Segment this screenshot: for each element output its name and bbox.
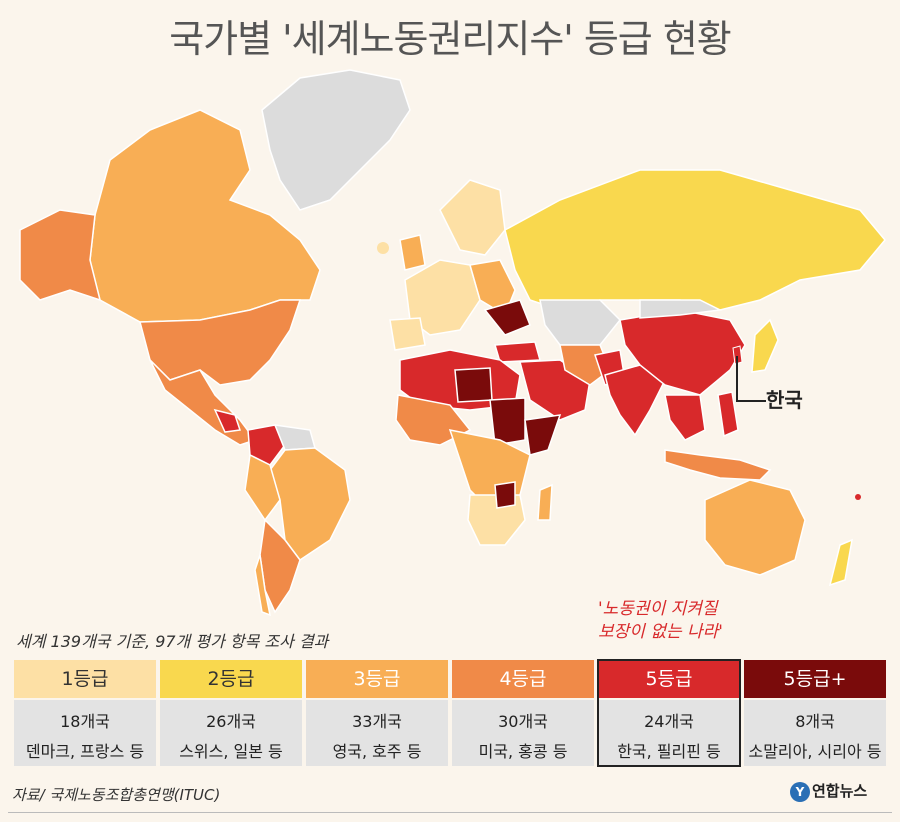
region-australia <box>704 479 806 576</box>
region-mongolia <box>639 299 723 319</box>
region-philippines <box>717 391 739 438</box>
grade-2-count: 26개국 <box>206 712 256 731</box>
region-colombia <box>247 424 286 466</box>
region-japan <box>751 318 779 373</box>
yonhap-mark-icon: Y <box>790 781 810 802</box>
region-new-zealand <box>828 538 853 587</box>
region-turkey <box>494 341 541 363</box>
region-chile <box>254 554 272 617</box>
grade-1-label: 1등급 <box>14 660 156 698</box>
region-central-asia <box>539 299 622 346</box>
grade-2-label: 2등급 <box>160 660 302 698</box>
region-iceland <box>377 242 389 254</box>
grade-1-examples: 덴마크, 프랑스 등 <box>25 742 145 761</box>
region-alaska <box>19 209 102 302</box>
region-iberia <box>389 317 426 351</box>
grade-4: 4등급 30개국 미국, 홍콩 등 <box>452 660 594 766</box>
region-canada <box>89 109 321 323</box>
region-libya <box>454 367 493 403</box>
grade-5plus-info: 8개국 소말리아, 시리아 등 <box>744 700 886 766</box>
region-peru <box>244 453 281 522</box>
region-sudan <box>489 397 526 446</box>
region-zimbabwe <box>494 481 516 509</box>
grade-5-examples: 한국, 필리핀 등 <box>617 742 721 761</box>
region-greenland <box>261 69 411 211</box>
grade-2-examples: 스위스, 일본 등 <box>179 742 283 761</box>
grade-3-info: 33개국 영국, 호주 등 <box>306 700 448 766</box>
grade-3-examples: 영국, 호주 등 <box>332 742 422 761</box>
callout-line2: 보장이 없는 나라' <box>598 622 723 642</box>
grade-2-info: 26개국 스위스, 일본 등 <box>160 700 302 766</box>
map-subtitle: 세계 139개국 기준, 97개 평가 항목 조사 결과 <box>16 632 329 651</box>
grade-5-count: 24개국 <box>644 712 694 731</box>
region-korea <box>732 345 743 365</box>
callout-line1: '노동권이 지켜질 <box>598 599 718 619</box>
grade-3-count: 33개국 <box>352 712 402 731</box>
region-russia <box>504 169 886 311</box>
grade-4-examples: 미국, 홍콩 등 <box>478 742 568 761</box>
korea-label: 한국 <box>766 388 803 412</box>
region-ukraine <box>483 299 531 336</box>
region-china <box>619 309 746 396</box>
grade-1-count: 18개국 <box>60 712 110 731</box>
callout: '노동권이 지켜질 보장이 없는 나라' <box>598 598 762 644</box>
grade-5: 5등급 24개국 한국, 필리핀 등 <box>597 659 741 767</box>
region-southern-africa <box>467 494 526 546</box>
grade-3: 3등급 33개국 영국, 호주 등 <box>306 660 448 766</box>
page-title: 국가별 '세계노동권리지수' 등급 현황 <box>169 17 732 61</box>
grade-5plus-count: 8개국 <box>795 712 835 731</box>
grade-1-info: 18개국 덴마크, 프랑스 등 <box>14 700 156 766</box>
grade-1: 1등급 18개국 덴마크, 프랑스 등 <box>14 660 156 766</box>
grade-5-info: 24개국 한국, 필리핀 등 <box>598 700 740 766</box>
bottom-rule <box>8 812 892 813</box>
grade-4-label: 4등급 <box>452 660 594 698</box>
grade-5plus-label: 5등급+ <box>744 660 886 698</box>
source-note: 자료/ 국제노동조합총연맹(ITUC) <box>12 786 221 804</box>
grade-5plus: 5등급+ 8개국 소말리아, 시리아 등 <box>744 660 886 766</box>
grade-4-info: 30개국 미국, 홍콩 등 <box>452 700 594 766</box>
korea-pointer <box>736 356 766 402</box>
world-map <box>19 69 886 617</box>
region-guatemala <box>213 408 241 433</box>
region-horn-africa <box>524 414 562 456</box>
yonhap-logo: Y 연합뉴스 <box>790 780 867 802</box>
grade-2: 2등급 26개국 스위스, 일본 등 <box>160 660 302 766</box>
grade-5-label: 5등급 <box>598 660 740 698</box>
grade-5plus-examples: 소말리아, 시리아 등 <box>748 742 882 761</box>
region-indonesia <box>664 449 772 481</box>
grade-4-count: 30개국 <box>498 712 548 731</box>
yonhap-logo-text: 연합뉴스 <box>812 782 868 800</box>
region-fiji <box>855 494 861 500</box>
region-scandinavia <box>439 179 506 256</box>
region-indochina <box>664 394 706 441</box>
region-madagascar <box>537 483 553 521</box>
grade-3-label: 3등급 <box>306 660 448 698</box>
region-uk <box>399 234 426 271</box>
